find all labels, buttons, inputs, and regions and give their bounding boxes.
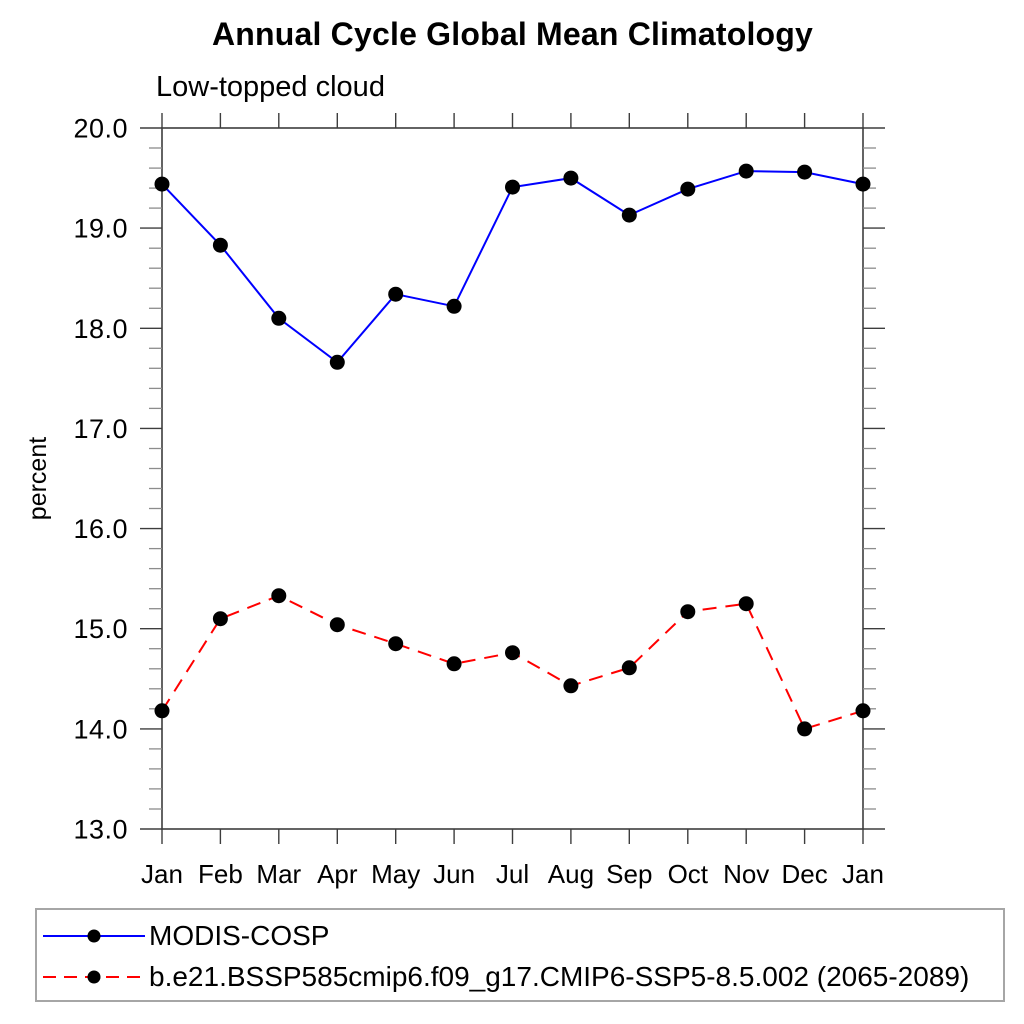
y-tick-label: 14.0	[73, 714, 128, 744]
data-point-marker	[797, 164, 813, 180]
plot-frame	[161, 127, 864, 830]
data-point-marker	[212, 611, 228, 627]
data-point-marker	[388, 636, 404, 652]
x-tick-label: Oct	[668, 859, 709, 889]
plot-area: Jan Feb Mar Apr May Jun Jul Aug Sep Oct Nov Dec Jan 1…	[24, 113, 885, 889]
x-tick-label: May	[371, 859, 420, 889]
series-line-1	[161, 594, 864, 731]
data-point-marker	[388, 286, 404, 302]
series-line-0	[161, 170, 864, 364]
x-tick-label: Apr	[317, 859, 358, 889]
y-tick-label: 19.0	[73, 214, 128, 244]
data-point-marker	[563, 170, 579, 186]
data-point-marker	[738, 596, 754, 612]
chart-subtitle: Low-topped cloud	[156, 71, 385, 103]
x-tick-label: Mar	[256, 859, 301, 889]
data-point-marker	[621, 660, 637, 676]
legend-line-sample	[43, 929, 145, 943]
legend-label: MODIS-COSP	[149, 920, 330, 951]
data-point-marker	[855, 703, 871, 719]
legend-sample-marker-icon	[87, 970, 101, 984]
y-tick-label: 13.0	[73, 815, 128, 845]
data-point-marker	[446, 656, 462, 672]
legend-entry: b.e21.BSSP585cmip6.f09_g17.CMIP6-SSP5-8.…	[41, 961, 970, 992]
y-tick-label: 15.0	[73, 614, 128, 644]
legend-entry: MODIS-COSP	[41, 920, 330, 951]
y-tick-label: 18.0	[73, 314, 128, 344]
y-tick-label: 16.0	[73, 514, 128, 544]
data-point-marker	[154, 176, 170, 192]
chart-title: Annual Cycle Global Mean Climatology	[211, 16, 814, 52]
x-tick-label: Feb	[198, 859, 243, 889]
data-point-marker	[563, 678, 579, 694]
data-point-marker	[329, 354, 345, 370]
data-point-marker	[738, 163, 754, 179]
y-tick-label: 17.0	[73, 414, 128, 444]
x-tick-label: Nov	[723, 859, 769, 889]
x-tick-label: Jun	[433, 859, 475, 889]
x-tick-label: Sep	[606, 859, 652, 889]
data-point-marker	[271, 310, 287, 326]
data-point-marker	[271, 588, 287, 604]
y-tick-label: 20.0	[73, 114, 128, 144]
x-tick-label: Aug	[548, 859, 594, 889]
data-point-marker	[505, 645, 520, 661]
data-point-marker	[329, 617, 345, 633]
data-point-marker	[505, 179, 520, 195]
legend-line-sample	[43, 970, 145, 984]
legend-box: MODIS-COSP b.e21.BSSP585cmip6.f09_g17.CM…	[35, 908, 1005, 1002]
x-tick-label: Jan	[141, 859, 183, 889]
legend-label: b.e21.BSSP585cmip6.f09_g17.CMIP6-SSP5-8.…	[149, 961, 970, 992]
x-tick-label: Dec	[781, 859, 827, 889]
data-point-marker	[855, 176, 871, 192]
data-point-marker	[680, 181, 696, 197]
y-axis-label: percent	[24, 437, 52, 520]
data-point-marker	[154, 703, 170, 719]
x-tick-label: Jul	[496, 859, 529, 889]
data-point-marker	[621, 207, 637, 223]
data-point-marker	[446, 298, 462, 314]
data-point-marker	[797, 721, 813, 737]
legend-sample-marker-icon	[87, 929, 101, 943]
data-point-marker	[212, 237, 228, 253]
data-point-marker	[680, 604, 696, 620]
x-tick-label: Jan	[842, 859, 884, 889]
